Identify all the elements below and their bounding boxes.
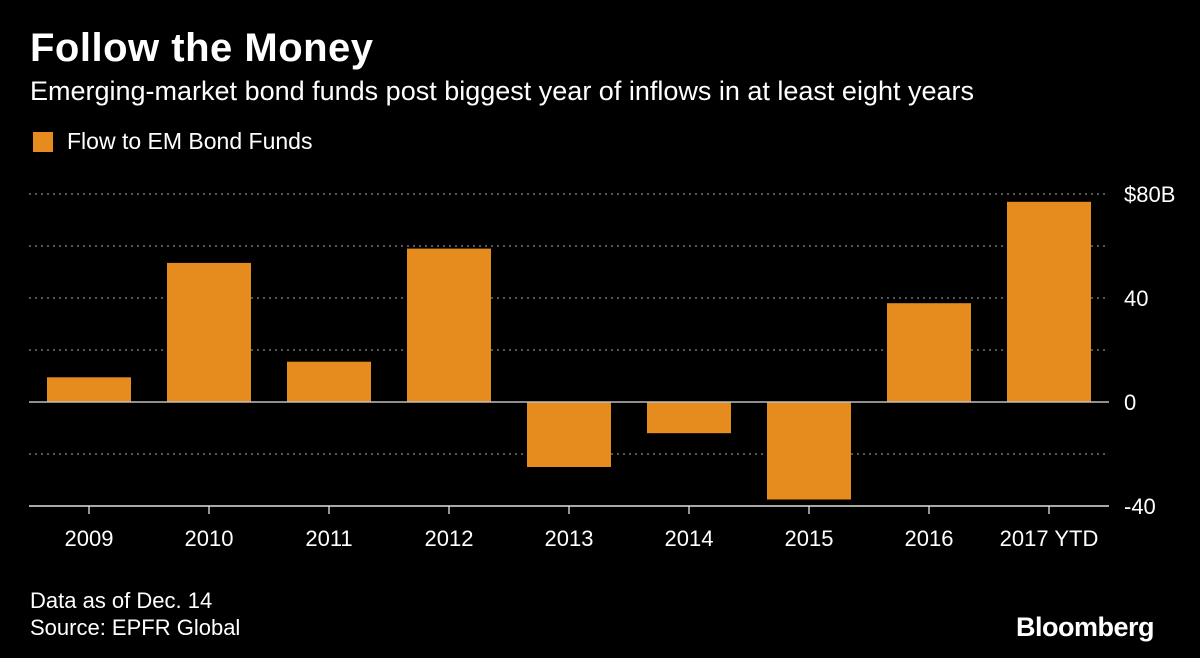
x-tick-label: 2013 <box>545 526 594 551</box>
source-note: Source: EPFR Global <box>30 615 241 640</box>
bar-2017-ytd <box>1007 201 1091 402</box>
chart-subtitle: Emerging-market bond funds post biggest … <box>30 76 974 106</box>
x-tick-label: 2012 <box>425 526 474 551</box>
legend-swatch <box>33 131 53 152</box>
data-note: Data as of Dec. 14 <box>30 588 213 613</box>
x-tick-label: 2015 <box>785 526 834 551</box>
bar-2013 <box>527 402 611 467</box>
legend-label: Flow to EM Bond Funds <box>67 128 313 154</box>
bar-2014 <box>647 402 731 434</box>
bloomberg-logo: Bloomberg <box>1016 612 1155 642</box>
y-tick-label: 40 <box>1124 286 1148 311</box>
y-tick-label: $80B <box>1124 182 1175 207</box>
y-tick-label: -40 <box>1124 494 1156 519</box>
axis-layer: 2009 2010 2011 2012 2013 2014 2015 2016 2017 YTD… <box>29 182 1175 551</box>
x-tick-label: 2014 <box>665 526 714 551</box>
y-tick-label: 0 <box>1124 390 1136 415</box>
bar-2011 <box>287 361 371 402</box>
bar-2016 <box>887 303 971 402</box>
bar-2010 <box>167 262 251 402</box>
chart-title: Follow the Money <box>30 26 374 70</box>
x-tick-label: 2010 <box>185 526 234 551</box>
x-tick-label: 2011 <box>305 526 352 551</box>
x-tick-label: 2017 YTD <box>1000 526 1099 551</box>
bar-2009 <box>47 377 131 402</box>
legend: Flow to EM Bond Funds <box>33 128 312 155</box>
bar-2012 <box>407 248 491 402</box>
x-tick-label: 2009 <box>65 526 114 551</box>
bar-layer <box>47 201 1091 500</box>
bar-2015 <box>767 402 851 500</box>
x-tick-label: 2016 <box>905 526 954 551</box>
footer: Data as of Dec. 14 Source: EPFR Global <box>30 587 240 641</box>
